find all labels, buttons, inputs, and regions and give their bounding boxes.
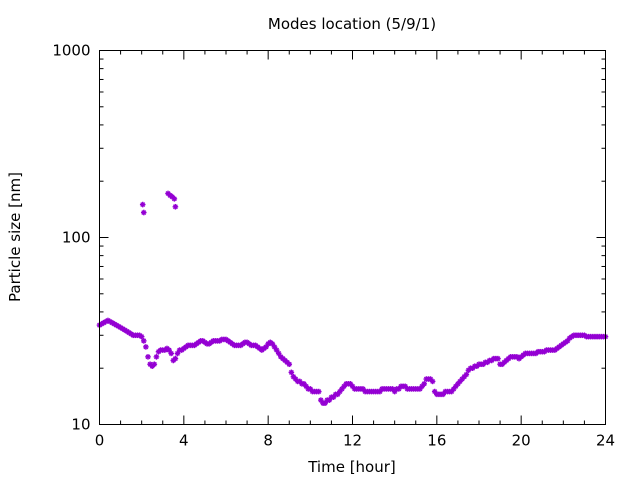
x-tick-label: 8 <box>263 432 273 450</box>
data-point <box>463 371 470 378</box>
data-point <box>168 350 174 357</box>
data-points <box>96 190 609 406</box>
data-point <box>564 338 571 344</box>
data-point <box>145 354 151 360</box>
y-tick-label: 10 <box>71 416 90 434</box>
data-point <box>139 201 146 208</box>
data-point <box>330 394 337 400</box>
x-tick-label: 4 <box>179 432 189 450</box>
data-point <box>389 386 396 392</box>
data-point <box>172 355 179 362</box>
data-point <box>151 361 158 368</box>
x-tick-label: 12 <box>343 432 362 450</box>
data-point <box>429 378 436 385</box>
data-point <box>140 338 147 344</box>
data-point <box>143 344 149 350</box>
x-tick-label: 16 <box>427 432 446 450</box>
x-axis-label: Time [hour] <box>307 458 396 476</box>
data-point <box>315 388 322 395</box>
x-tick-label: 0 <box>95 432 105 450</box>
data-point <box>140 209 147 216</box>
y-tick-label: 100 <box>62 229 91 247</box>
axis-ticks <box>99 50 606 425</box>
data-point <box>495 355 501 362</box>
x-tick-label: 20 <box>512 432 531 450</box>
data-point <box>288 369 295 376</box>
chart-title: Modes location (5/9/1) <box>268 15 436 33</box>
plot-frame <box>99 50 606 425</box>
data-point <box>138 333 145 340</box>
x-tick-label: 24 <box>596 432 615 450</box>
y-tick-label: 1000 <box>52 42 90 60</box>
data-point <box>153 354 160 360</box>
data-point <box>171 196 178 202</box>
y-axis-label: Particle size [nm] <box>6 172 24 302</box>
data-point <box>286 361 293 368</box>
data-point <box>174 350 181 357</box>
tick-labels: 0 4 8 12 16 20 24 10 100 1000 <box>52 42 615 450</box>
data-point <box>172 203 179 210</box>
data-point <box>421 381 427 387</box>
